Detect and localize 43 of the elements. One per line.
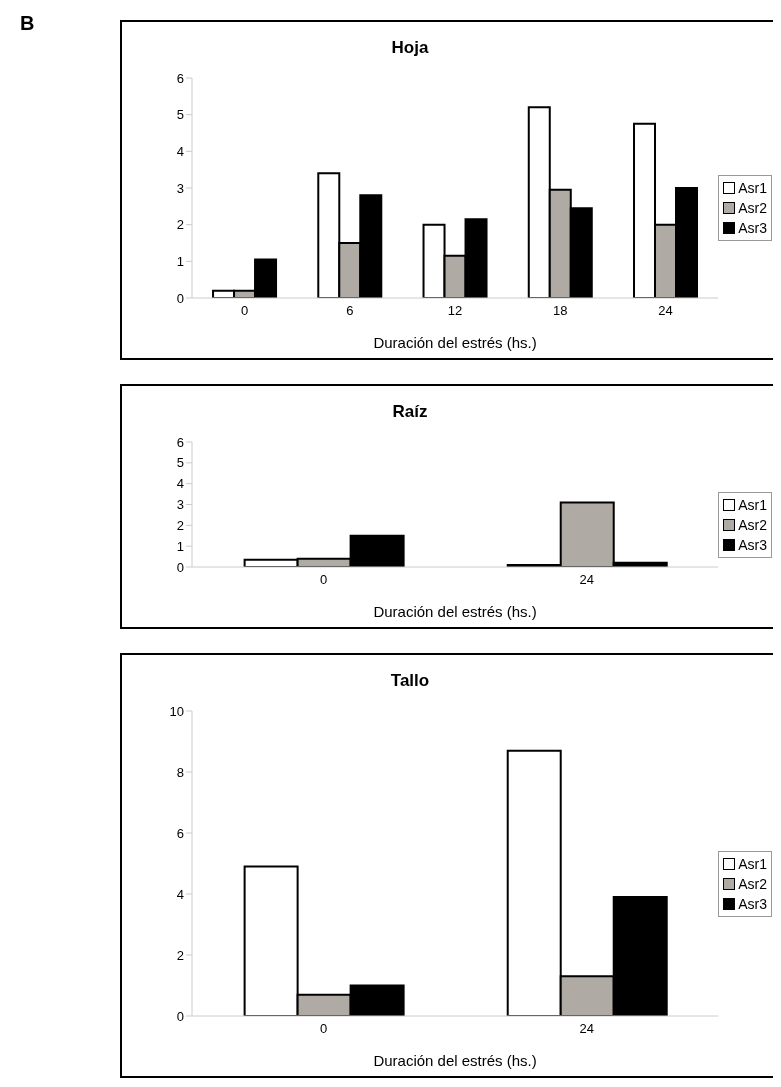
y-tick-label: 6	[176, 825, 184, 841]
y-tick-label: 4	[176, 143, 184, 159]
y-tick-label: 4	[176, 476, 184, 492]
y-tick-label: 3	[176, 497, 184, 513]
x-axis-title: Duración del estrés (hs.)	[373, 603, 537, 620]
x-axis-title: Duración del estrés (hs.)	[373, 334, 537, 351]
chart-title: Tallo	[389, 670, 431, 691]
legend-label: Asr1	[738, 854, 767, 874]
y-tick-label: 2	[176, 517, 184, 533]
legend-label: Asr1	[738, 179, 767, 198]
chart-title: Hoja	[390, 37, 430, 58]
y-tick-label: 2	[176, 947, 184, 963]
y-tick-label: 10	[169, 703, 184, 719]
y-tick-label: 2	[176, 217, 184, 233]
x-axis-title: Duración del estrés (hs.)	[373, 1052, 537, 1069]
y-tick-label: 4	[176, 886, 184, 902]
y-tick-label: 0	[176, 559, 184, 575]
x-tick-label: 24	[579, 572, 594, 588]
y-tick-label: 5	[176, 455, 184, 471]
legend-label: Asr3	[738, 219, 767, 238]
x-tick-label: 18	[553, 303, 568, 319]
y-tick-label: 0	[176, 290, 184, 306]
legend-label: Asr1	[738, 495, 767, 515]
legend-label: Asr2	[738, 515, 767, 535]
legend-label: Asr3	[738, 894, 767, 914]
y-tick-label: 8	[176, 764, 184, 780]
y-tick-label: 3	[176, 180, 184, 196]
legend-label: Asr2	[738, 199, 767, 218]
x-tick-label: 24	[658, 303, 673, 319]
y-tick-label: 6	[176, 434, 184, 450]
legend-label: Asr3	[738, 535, 767, 555]
chart-title: Raíz	[391, 401, 429, 422]
y-tick-label: 5	[176, 107, 184, 123]
x-tick-label: 12	[447, 303, 463, 319]
x-tick-label: 6	[346, 303, 354, 319]
x-tick-label: 24	[579, 1021, 594, 1037]
x-tick-label: 0	[241, 303, 249, 319]
y-tick-label: 1	[176, 538, 184, 554]
y-tick-label: 1	[176, 253, 184, 269]
text: B	[20, 12, 35, 35]
legend-label: Asr2	[738, 874, 767, 894]
y-tick-label: 6	[176, 70, 184, 86]
y-tick-label: 0	[176, 1008, 184, 1024]
